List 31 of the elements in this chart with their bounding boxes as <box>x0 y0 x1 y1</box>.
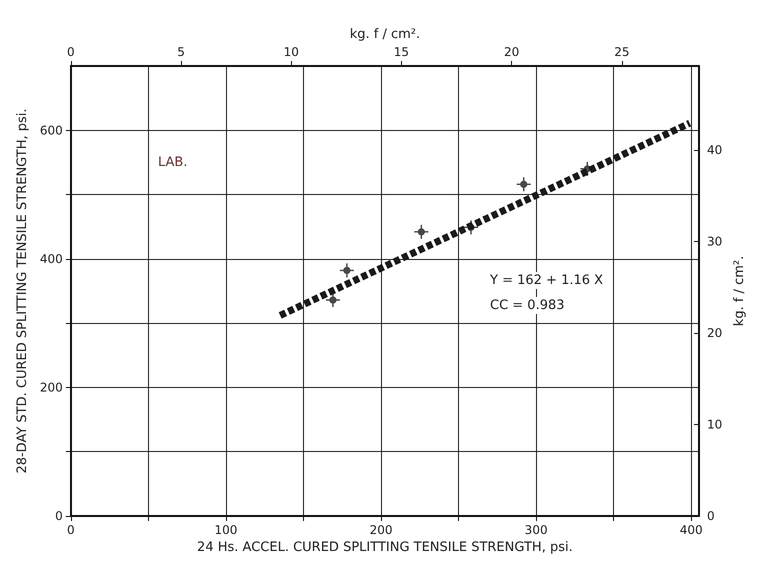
x2-tick-label: 15 <box>394 45 410 59</box>
y-tick-label: 200 <box>40 380 63 394</box>
x-tick-label: 0 <box>66 523 75 537</box>
annotation: Y = 162 + 1.16 X <box>489 273 604 288</box>
x-tick-label: 400 <box>680 523 703 537</box>
x2-tick-label: 10 <box>284 45 299 59</box>
y-axis-title: 28-DAY STD. CURED SPLITTING TENSILE STRENGTH, psi. <box>15 108 30 474</box>
x2-tick-label: 20 <box>504 45 520 59</box>
point <box>340 263 354 278</box>
y-tick-label: 0 <box>55 509 63 523</box>
annotation: CC = 0.983 <box>490 298 565 313</box>
y2-tick-label: 10 <box>707 418 722 432</box>
y-tick-label: 600 <box>40 123 63 138</box>
x-tick-label: 300 <box>524 523 548 537</box>
x2-tick-label: 25 <box>614 45 630 59</box>
y2-tick-label: 20 <box>707 326 722 340</box>
x2-axis-title: kg. f / cm². <box>350 27 420 42</box>
y2-axis-title: kg. f / cm². <box>732 256 748 326</box>
point <box>516 177 531 192</box>
y2-tick-label: 40 <box>707 143 722 158</box>
annotation: LAB. <box>158 155 188 170</box>
x2-tick-label: 0 <box>66 45 75 59</box>
point <box>326 293 340 307</box>
x2-tick-label: 5 <box>177 45 185 59</box>
y2-tick-label: 30 <box>707 234 722 249</box>
x-tick-label: 200 <box>370 523 392 537</box>
y-tick-label: 400 <box>40 252 63 266</box>
x-axis-title: 24 Hs. ACCEL. CURED SPLITTING TENSILE STRENGTH, psi. <box>197 540 573 555</box>
x-tick-label: 100 <box>214 523 238 537</box>
y2-tick-label: 0 <box>707 509 715 523</box>
point <box>414 224 428 239</box>
